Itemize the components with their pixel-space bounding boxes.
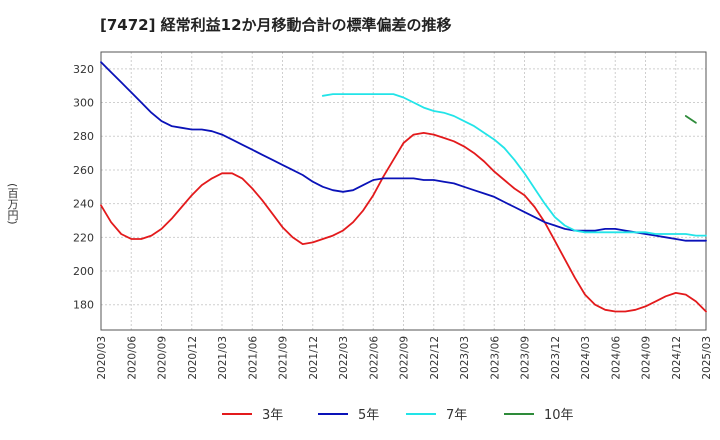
x-tick-label: 2024/09	[641, 336, 653, 380]
x-tick-label: 2022/09	[399, 336, 411, 380]
x-tick-label: 2023/12	[550, 336, 562, 380]
y-tick-label: 280	[73, 130, 94, 143]
y-tick-label: 220	[73, 231, 94, 244]
x-tick-label: 2024/03	[580, 336, 592, 380]
y-axis-label: (百万円)	[6, 183, 19, 225]
x-tick-label: 2024/06	[610, 336, 622, 380]
series-line	[100, 61, 707, 242]
plot-frame	[100, 51, 707, 331]
legend-label: 7年	[446, 408, 467, 423]
x-tick-label: 2023/09	[520, 336, 532, 380]
x-tick-label: 2021/12	[308, 336, 320, 380]
series-line	[321, 93, 707, 237]
y-tick-label: 300	[73, 97, 94, 110]
legend-label: 3年	[262, 408, 283, 423]
x-tick-label: 2022/03	[338, 336, 350, 380]
y-tick-label: 320	[73, 63, 94, 76]
x-tick-label: 2020/03	[96, 336, 108, 380]
y-tick-label: 240	[73, 198, 94, 211]
y-tick-label: 200	[73, 265, 94, 278]
x-tick-label: 2020/09	[157, 336, 169, 380]
y-tick-label: 260	[73, 164, 94, 177]
legend-label: 10年	[544, 408, 574, 423]
x-tick-label: 2023/06	[489, 336, 501, 380]
x-tick-label: 2022/12	[429, 336, 441, 380]
x-tick-label: 2023/03	[459, 336, 471, 380]
x-tick-label: 2021/09	[278, 336, 290, 380]
x-tick-label: 2024/12	[671, 336, 683, 380]
x-tick-label: 2021/03	[217, 336, 229, 380]
x-tick-label: 2025/03	[701, 336, 713, 380]
legend-label: 5年	[358, 408, 379, 423]
x-tick-label: 2020/06	[126, 336, 138, 380]
x-tick-label: 2020/12	[187, 336, 199, 380]
series-line	[100, 131, 707, 313]
y-tick-label: 180	[73, 299, 94, 312]
chart-title: [7472] 経常利益12か月移動合計の標準偏差の推移	[100, 16, 452, 34]
series-line	[684, 115, 697, 124]
x-tick-label: 2021/06	[247, 336, 259, 380]
x-tick-label: 2022/06	[368, 336, 380, 380]
